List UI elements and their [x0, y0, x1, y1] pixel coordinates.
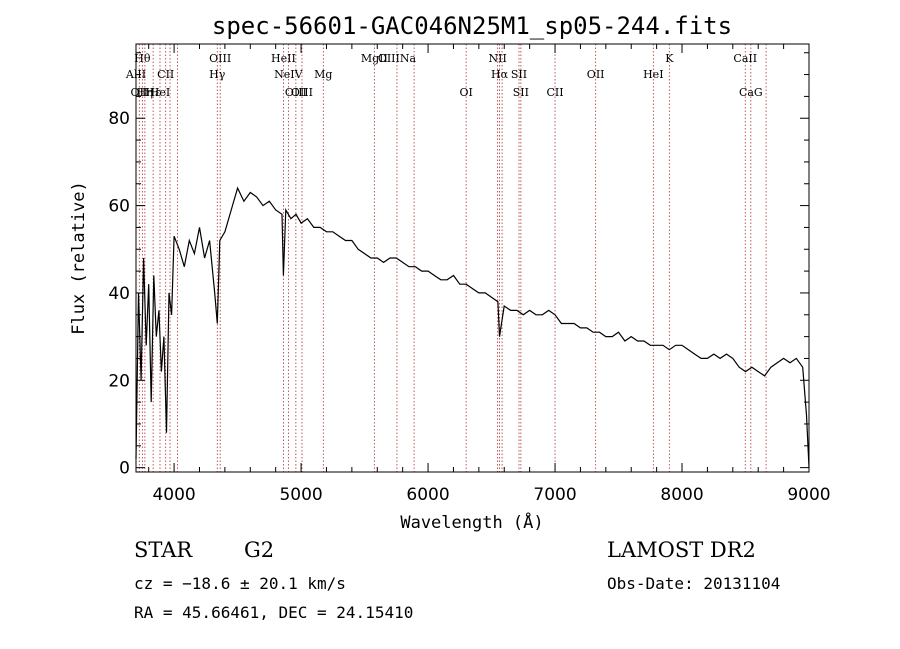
line-marker-label: NeIV: [274, 68, 303, 81]
observation-date: Obs-Date: 20131104: [607, 574, 781, 593]
line-marker-label: SII: [513, 86, 529, 99]
y-axis-ticks: 0 20 40 60 80: [108, 52, 809, 479]
y-tick-label: 60: [108, 197, 130, 217]
line-marker-label: Hθ: [134, 52, 151, 65]
line-marker-label: CaII: [733, 52, 757, 65]
line-marker-label: HeI: [643, 68, 663, 81]
x-tick-label: 9000: [787, 485, 830, 505]
y-tick-label: 20: [108, 371, 130, 391]
y-tick-label: 40: [108, 284, 130, 304]
coordinates: RA = 45.66461, DEC = 24.15410: [134, 603, 414, 622]
line-marker-label: HeI: [150, 86, 170, 99]
line-marker-label: OIII: [291, 86, 313, 99]
x-tick-label: 5000: [279, 485, 322, 505]
line-marker-label: OI: [459, 86, 472, 99]
line-marker-label: Hα: [491, 68, 509, 81]
x-tick-label: 6000: [406, 485, 449, 505]
line-marker-label: HeII: [271, 52, 296, 65]
line-marker-label: OIIINa: [378, 52, 417, 65]
line-marker-label: CaG: [739, 86, 763, 99]
emission-line-markers: [135, 44, 767, 472]
line-marker-label: Hη: [137, 86, 153, 99]
chart-title: spec-56601-GAC046N25M1_sp05-244.fits: [212, 12, 732, 40]
spectral-subclass: G2: [244, 538, 275, 562]
line-marker-label: OIII: [209, 52, 231, 65]
redshift-cz: cz = −18.6 ± 20.1 km/s: [134, 574, 346, 593]
y-tick-label: 0: [119, 459, 130, 479]
y-axis-label: Flux (relative): [69, 181, 89, 335]
y-tick-label: 80: [108, 109, 130, 129]
x-axis-label: Wavelength (Å): [400, 511, 543, 533]
line-marker-label: Hε: [145, 86, 161, 99]
object-type: STAR: [134, 538, 193, 562]
line-marker-label: Mg: [314, 68, 332, 81]
line-marker-label: CII: [157, 68, 174, 81]
line-marker-label: OII: [130, 86, 148, 99]
x-tick-label: 7000: [533, 485, 576, 505]
x-tick-label: 8000: [660, 485, 703, 505]
line-marker-label: NII: [488, 52, 506, 65]
survey-name: LAMOST DR2: [607, 538, 756, 562]
line-marker-label: Hγ: [209, 68, 226, 81]
line-marker-label: OIII: [285, 86, 307, 99]
line-marker-label: MgII: [361, 52, 388, 65]
x-tick-label: 4000: [152, 485, 195, 505]
line-marker-label: SII: [511, 68, 527, 81]
line-marker-label: K: [665, 52, 674, 65]
line-marker-label: OII: [587, 68, 605, 81]
line-marker-label: CII: [546, 86, 563, 99]
spectrum-line: [135, 186, 810, 468]
plot-frame: [135, 43, 810, 473]
x-axis-ticks: 4000 5000 6000 7000 8000 9000: [148, 44, 831, 505]
